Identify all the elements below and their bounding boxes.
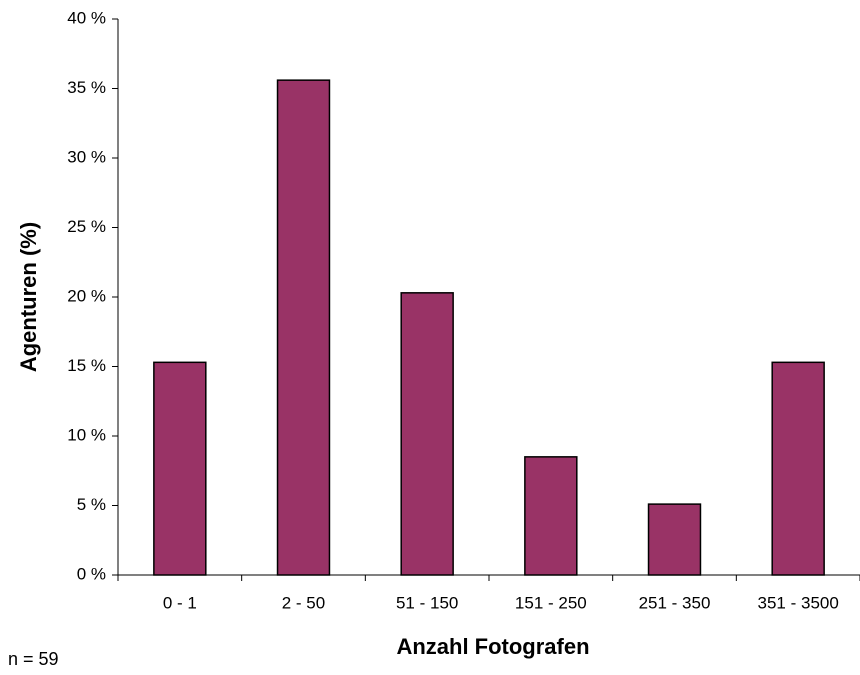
bar — [647, 503, 702, 576]
bar — [276, 79, 331, 576]
y-tick-label: 10 % — [67, 425, 106, 444]
x-tick-label: 251 - 350 — [639, 593, 711, 612]
annotation: n = 59 — [8, 649, 59, 669]
y-tick-label: 0 % — [77, 564, 106, 583]
y-tick-label: 20 % — [67, 286, 106, 305]
y-tick-label: 15 % — [67, 356, 106, 375]
bar — [524, 456, 578, 576]
y-tick-label: 35 % — [67, 78, 106, 97]
bar — [771, 361, 825, 576]
x-tick-label: 0 - 1 — [163, 593, 197, 612]
bar — [153, 361, 207, 576]
y-tick-label: 25 % — [67, 217, 106, 236]
y-tick-label: 5 % — [77, 495, 106, 514]
x-tick-label: 51 - 150 — [396, 593, 458, 612]
bar — [400, 292, 454, 576]
x-tick-label: 151 - 250 — [515, 593, 587, 612]
y-tick-label: 30 % — [67, 147, 106, 166]
x-tick-label: 2 - 50 — [282, 593, 325, 612]
x-axis-title: Anzahl Fotografen — [396, 634, 589, 659]
y-axis-title: Agenturen (%) — [16, 222, 41, 372]
y-tick-label: 40 % — [67, 8, 106, 27]
x-tick-label: 351 - 3500 — [758, 593, 839, 612]
